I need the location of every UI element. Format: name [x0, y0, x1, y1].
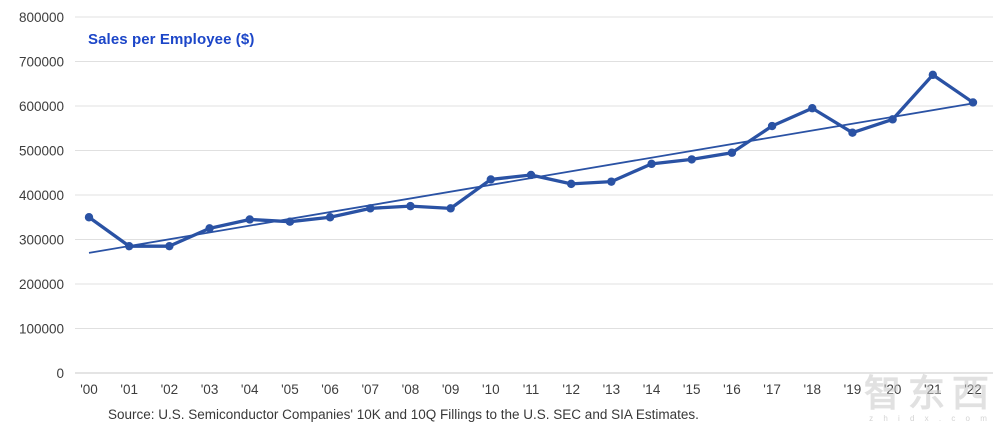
x-axis-tick-label: '22	[964, 382, 982, 397]
data-point-marker	[406, 201, 415, 211]
data-point-marker	[124, 241, 134, 251]
data-point-marker	[647, 159, 656, 169]
data-point-marker	[888, 115, 897, 124]
data-point-marker	[767, 121, 777, 131]
data-point-marker	[968, 98, 978, 107]
x-axis-tick-label: '00	[80, 382, 98, 397]
x-axis-tick-label: '13	[603, 382, 621, 397]
x-axis-tick-label: '08	[402, 382, 420, 397]
x-axis-tick-label: '10	[482, 382, 500, 397]
y-axis-tick-label: 800000	[19, 10, 64, 25]
y-axis-tick-label: 0	[56, 366, 64, 381]
data-point-marker	[808, 104, 817, 113]
x-axis-tick-label: '04	[241, 382, 259, 397]
x-axis-tick-label: '03	[201, 382, 219, 397]
y-axis-tick-label: 500000	[19, 144, 64, 159]
data-point-marker	[687, 155, 696, 164]
data-point-marker	[727, 148, 737, 157]
data-point-marker	[486, 175, 496, 184]
y-axis-tick-label: 400000	[19, 188, 64, 203]
x-axis-tick-label: '18	[803, 382, 821, 397]
x-axis-tick-label: '14	[643, 382, 661, 397]
data-point-marker	[325, 213, 335, 222]
data-point-marker	[566, 179, 576, 189]
y-axis-tick-label: 600000	[19, 99, 64, 114]
x-axis-tick-label: '20	[884, 382, 902, 397]
data-point-marker	[285, 217, 295, 226]
y-axis-tick-label: 700000	[19, 55, 64, 70]
data-point-marker	[526, 170, 536, 180]
data-point-marker	[446, 204, 455, 213]
data-point-marker	[928, 70, 938, 80]
x-axis-tick-label: '15	[683, 382, 701, 397]
series-line	[87, 73, 975, 248]
y-axis-tick-label: 300000	[19, 233, 64, 248]
source-note: Source: U.S. Semiconductor Companies' 10…	[108, 407, 699, 422]
x-axis-tick-label: '17	[763, 382, 781, 397]
x-axis-tick-label: '07	[361, 382, 379, 397]
chart-title: Sales per Employee ($)	[88, 31, 255, 48]
data-point-marker	[245, 215, 254, 224]
y-axis-tick-label: 200000	[19, 277, 64, 292]
x-axis-tick-label: '06	[321, 382, 339, 397]
x-axis-tick-label: '01	[120, 382, 138, 397]
data-point-marker	[205, 224, 214, 233]
x-axis-tick-label: '16	[723, 382, 741, 397]
x-axis-tick-label: '12	[562, 382, 580, 397]
data-point-marker	[84, 213, 94, 222]
data-point-marker	[607, 177, 616, 186]
x-axis-tick-label: '21	[924, 382, 942, 397]
data-point-marker	[848, 128, 857, 137]
x-axis-tick-label: '05	[281, 382, 299, 397]
data-point-marker	[366, 204, 375, 213]
x-axis-tick-label: '19	[844, 382, 862, 397]
x-axis-tick-label: '09	[442, 382, 460, 397]
x-axis-tick-label: '11	[523, 382, 540, 397]
y-axis-tick-label: 100000	[19, 322, 64, 337]
data-point-marker	[165, 241, 174, 251]
x-axis-tick-label: '02	[161, 382, 179, 397]
